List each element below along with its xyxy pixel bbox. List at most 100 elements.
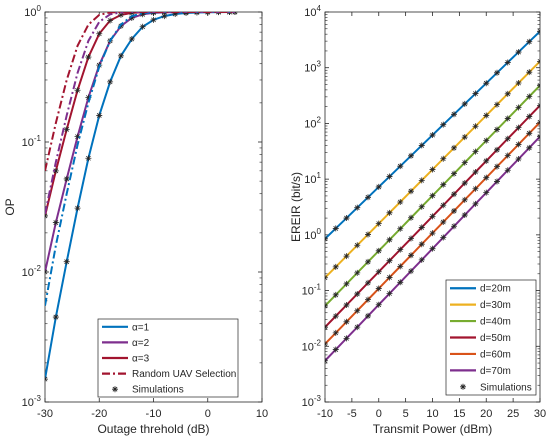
right-simulation-marker: [504, 90, 511, 97]
right-x-tick-label: 0: [376, 408, 382, 420]
right-simulation-marker: [365, 231, 371, 238]
right-simulation-marker: [494, 69, 500, 76]
left-simulation-marker: [117, 12, 124, 18]
left-simulation-marker: [45, 376, 48, 383]
left-simulation-marker: [74, 133, 81, 140]
right-simulation-marker: [472, 148, 479, 155]
right-y-tick-label: 10-3: [302, 394, 322, 409]
right-simulation-marker: [494, 126, 500, 133]
right-simulation-marker: [408, 214, 414, 221]
left-plot-op-vs-threshold: -30 -20 -10 0 10 10-3 10-2 10-1 100 Outage threho…: [3, 4, 268, 436]
right-simulation-marker: [386, 209, 393, 216]
right-simulation-marker: [515, 124, 522, 131]
right-simulation-marker: [526, 144, 533, 151]
right-simulation-marker: [515, 104, 522, 111]
right-simulation-marker: [386, 290, 393, 297]
right-legend-marker: [460, 383, 466, 390]
right-simulation-marker: [365, 194, 371, 201]
right-simulation-marker: [451, 170, 457, 177]
right-simulation-marker: [504, 59, 511, 66]
right-simulation-marker: [472, 169, 479, 175]
right-simulation-marker: [325, 357, 328, 364]
right-y-tick-label: 100: [304, 227, 321, 242]
right-simulation-marker: [504, 152, 511, 159]
right-simulation-marker: [354, 324, 361, 331]
right-x-tick-label: 30: [534, 408, 546, 420]
right-x-tick-label: -5: [347, 408, 357, 420]
right-legend-label: d=20m: [480, 284, 511, 295]
right-simulation-marker: [386, 257, 393, 264]
left-simulation-marker: [128, 35, 135, 42]
right-simulation-marker: [526, 69, 533, 76]
right-simulation-marker: [461, 196, 468, 203]
right-simulation-marker: [397, 199, 404, 205]
right-simulation-marker: [418, 241, 425, 248]
right-plot-ereir-vs-power: -10 -5 0 5 10 15 20 25 30 10-3 10-2 10-1 100 101 102 10…: [289, 4, 546, 436]
right-x-tick-label: 15: [453, 408, 465, 420]
right-simulation-marker: [408, 235, 414, 242]
right-x-tick-label: -10: [317, 408, 333, 420]
right-simulation-marker: [365, 296, 371, 303]
right-simulation-marker: [332, 346, 339, 353]
right-y-tick-label: 102: [304, 115, 321, 130]
right-simulation-marker: [343, 280, 350, 287]
left-legend-label: α=2: [132, 338, 150, 349]
right-simulation-marker: [440, 219, 447, 226]
left-simulation-marker: [96, 112, 103, 119]
right-simulation-marker: [494, 178, 500, 185]
right-legend-label: Simulations: [480, 382, 532, 393]
right-y-tick-label: 104: [304, 4, 321, 19]
right-simulation-marker: [429, 245, 436, 252]
right-simulation-marker: [429, 192, 436, 199]
right-simulation-marker: [418, 256, 425, 263]
right-simulation-marker: [386, 173, 393, 180]
left-x-tick-label: -10: [146, 408, 162, 420]
right-simulation-marker: [515, 80, 522, 86]
right-x-tick-label: 20: [480, 408, 492, 420]
right-simulation-marker: [354, 290, 361, 297]
right-simulation-marker: [537, 82, 540, 89]
right-simulation-marker: [332, 291, 339, 298]
right-y-axis-label: EREIR (bit/s): [289, 172, 303, 242]
right-simulation-marker: [440, 202, 447, 209]
left-simulation-marker: [107, 78, 114, 85]
right-simulation-marker: [440, 181, 447, 188]
right-legend-label: d=30m: [480, 300, 511, 311]
left-simulation-marker: [52, 219, 59, 226]
right-simulation-marker: [354, 242, 361, 249]
left-series-line-3: [45, 12, 235, 217]
right-simulation-marker: [461, 159, 468, 166]
left-legend-marker: [112, 386, 118, 393]
left-simulation-marker: [128, 14, 135, 21]
right-simulation-marker: [504, 115, 511, 122]
right-simulation-marker: [472, 123, 479, 130]
right-simulation-marker: [343, 253, 350, 260]
right-simulation-marker: [365, 312, 371, 319]
left-x-tick-label: -30: [37, 408, 53, 420]
right-simulation-marker: [537, 28, 540, 35]
left-legend-label: Random UAV Selection: [132, 369, 236, 380]
left-y-tick-label: 100: [24, 4, 41, 19]
right-x-tick-label: 5: [403, 408, 409, 420]
right-simulation-marker: [343, 215, 350, 222]
right-simulation-marker: [537, 119, 540, 126]
left-y-tick-label: 10-1: [22, 134, 42, 149]
right-simulation-marker: [515, 156, 522, 163]
right-simulation-marker: [375, 183, 382, 190]
right-simulation-marker: [537, 58, 540, 65]
right-simulation-marker: [451, 111, 457, 118]
right-x-axis-label: Transmit Power (dBm): [373, 422, 493, 436]
right-simulation-marker: [537, 102, 540, 109]
right-x-tick-label: 25: [507, 408, 519, 420]
right-simulation-marker: [472, 185, 479, 192]
right-simulation-marker: [375, 247, 382, 254]
right-simulation-marker: [332, 313, 339, 320]
right-simulation-marker: [332, 329, 339, 336]
right-simulation-marker: [375, 301, 382, 308]
left-simulation-marker: [117, 52, 124, 59]
right-simulation-marker: [494, 101, 500, 108]
right-simulation-marker: [461, 134, 468, 141]
right-x-tick-label: 10: [426, 408, 438, 420]
right-simulation-marker: [386, 274, 393, 281]
